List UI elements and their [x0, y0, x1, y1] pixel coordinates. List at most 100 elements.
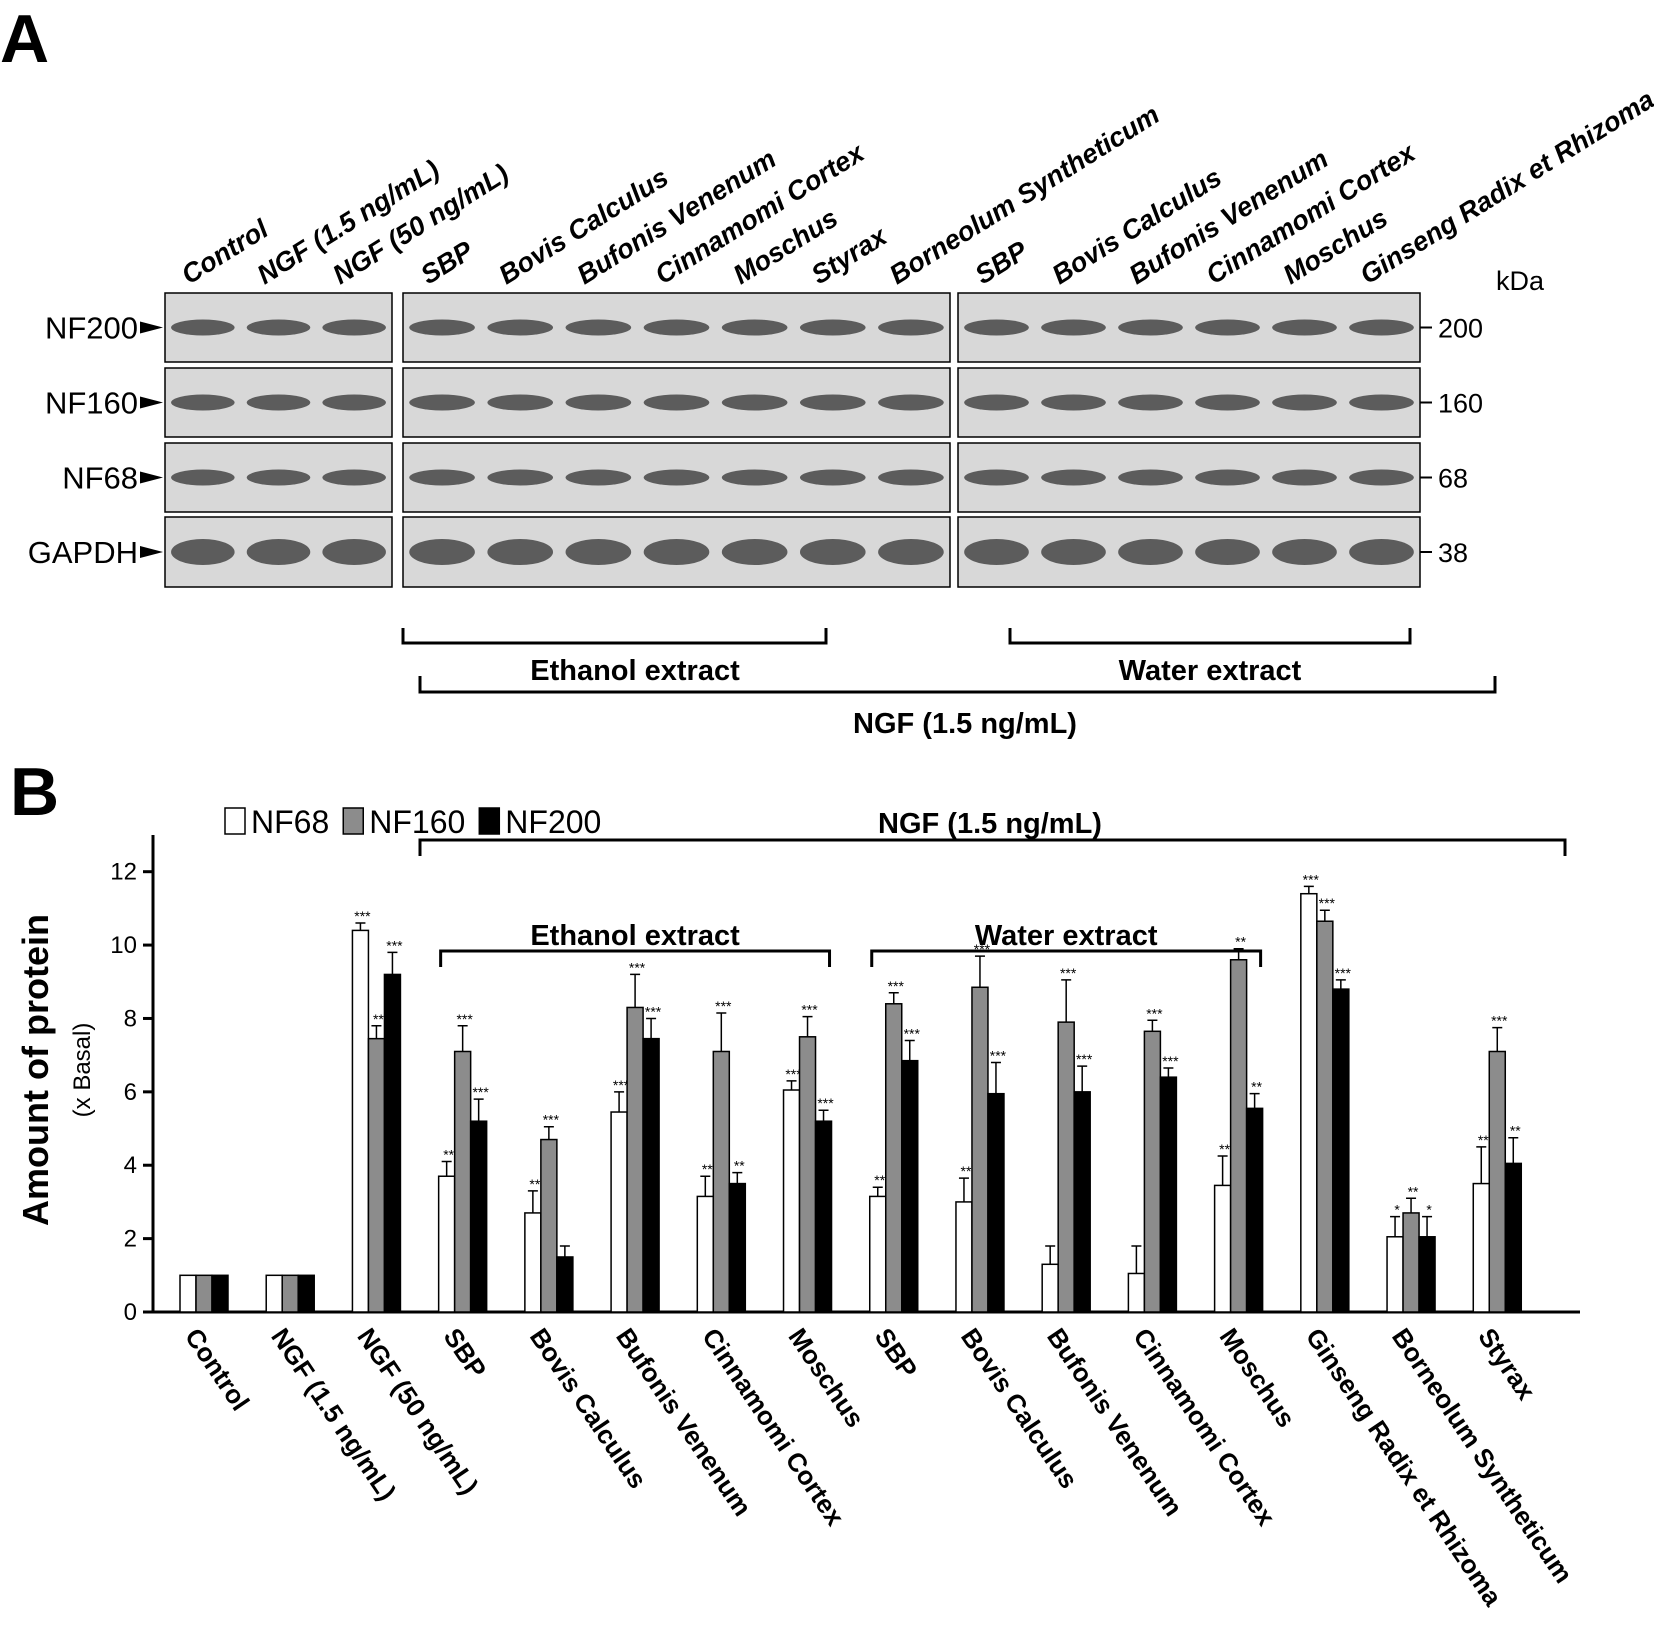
error-bar	[559, 1245, 570, 1257]
error-bar	[802, 1015, 813, 1037]
legend-swatch	[224, 807, 246, 835]
blot-band	[643, 539, 710, 565]
bar	[1159, 1076, 1178, 1313]
significance: ***	[904, 1025, 921, 1041]
blot-band	[878, 394, 944, 411]
blot-band	[1118, 539, 1183, 565]
significance: ***	[613, 1077, 630, 1093]
bar	[540, 1138, 558, 1313]
significance: **	[1510, 1123, 1521, 1139]
blot-band	[1272, 319, 1337, 336]
significance: ***	[472, 1084, 489, 1100]
x-tick-label: Control	[179, 1323, 256, 1416]
blot-band	[1118, 394, 1183, 411]
error-bar	[732, 1171, 743, 1184]
row-label: NF68	[62, 461, 138, 496]
bracket	[870, 949, 1263, 967]
error-bar	[1406, 1197, 1417, 1213]
bracket	[418, 676, 1497, 694]
bar	[1213, 1184, 1232, 1313]
bar	[626, 1006, 644, 1313]
blot-band	[1041, 539, 1106, 565]
row-label: NF200	[45, 311, 138, 346]
blot-band	[1272, 394, 1337, 411]
error-bar	[990, 1061, 1001, 1094]
error-bar	[1390, 1215, 1401, 1237]
significance: ***	[785, 1066, 802, 1082]
error-bar	[355, 922, 366, 931]
significance: ***	[974, 941, 991, 957]
blot-band	[246, 394, 311, 411]
kda-label: 68	[1438, 464, 1468, 494]
x-tick-label: Moschus	[1214, 1323, 1302, 1433]
bar	[383, 973, 402, 1313]
significance: **	[1235, 934, 1246, 950]
bar	[211, 1274, 229, 1313]
bar	[1143, 1030, 1162, 1313]
row-label: GAPDH	[28, 535, 138, 570]
error-bar	[974, 955, 985, 988]
error-bar	[543, 1125, 554, 1140]
bar	[884, 1003, 903, 1313]
blot-box	[957, 292, 1421, 363]
bar	[453, 1050, 472, 1313]
bar	[179, 1274, 197, 1313]
blot-band	[409, 319, 475, 336]
error-bar	[1061, 979, 1072, 1023]
blot-band	[721, 394, 788, 411]
y-tick-label: 2	[124, 1226, 137, 1253]
kda-label: 160	[1438, 389, 1483, 419]
bar	[265, 1274, 283, 1313]
blot-band	[721, 319, 788, 336]
bar	[1488, 1050, 1507, 1313]
error-bar	[1319, 909, 1330, 922]
bracket	[439, 949, 832, 967]
blot-band	[964, 394, 1029, 411]
blot-band	[565, 319, 632, 336]
significance: ***	[1060, 965, 1077, 981]
error-bar	[1492, 1026, 1503, 1052]
error-bar	[457, 1025, 468, 1052]
blot-band	[964, 319, 1029, 336]
legend-label: NF160	[369, 804, 465, 840]
x-tick-label: SBP	[869, 1323, 924, 1384]
bar	[610, 1111, 628, 1313]
bar	[297, 1274, 315, 1313]
blot-band	[1349, 319, 1414, 336]
significance: **	[1219, 1141, 1230, 1157]
bar	[524, 1212, 542, 1313]
error-bar	[387, 951, 398, 975]
treatment-label: NGF (1.5 ng/mL)	[853, 708, 1077, 740]
significance: ***	[1303, 871, 1320, 887]
significance: **	[1251, 1079, 1262, 1095]
bar	[351, 929, 370, 1313]
legend-swatch	[478, 807, 501, 835]
blot-band	[1272, 469, 1337, 486]
significance: ***	[817, 1095, 834, 1111]
x-tick-label: SBP	[438, 1323, 493, 1384]
blot-band	[246, 469, 311, 486]
error-bar	[888, 992, 899, 1004]
blot-band	[1349, 394, 1414, 411]
blot-band	[964, 539, 1029, 565]
bar	[1073, 1091, 1091, 1313]
blot-band	[721, 469, 788, 486]
error-bar	[1045, 1245, 1056, 1265]
significance: ***	[629, 959, 646, 975]
blot-band	[409, 539, 475, 565]
y-axis-sublabel: (x Basal)	[69, 1023, 96, 1118]
blot-band	[171, 394, 235, 411]
row-label: NF160	[45, 386, 138, 421]
blot-band	[171, 469, 235, 486]
bar	[1418, 1236, 1436, 1313]
blot-band	[1118, 319, 1183, 336]
significance: ***	[801, 1002, 818, 1018]
significance: **	[1408, 1183, 1419, 1199]
y-axis-label: Amount of protein	[15, 914, 56, 1226]
significance: *	[1394, 1202, 1400, 1218]
error-bar	[473, 1098, 484, 1122]
blot-band	[964, 469, 1029, 486]
bar	[281, 1274, 299, 1313]
blot-band	[799, 394, 866, 411]
